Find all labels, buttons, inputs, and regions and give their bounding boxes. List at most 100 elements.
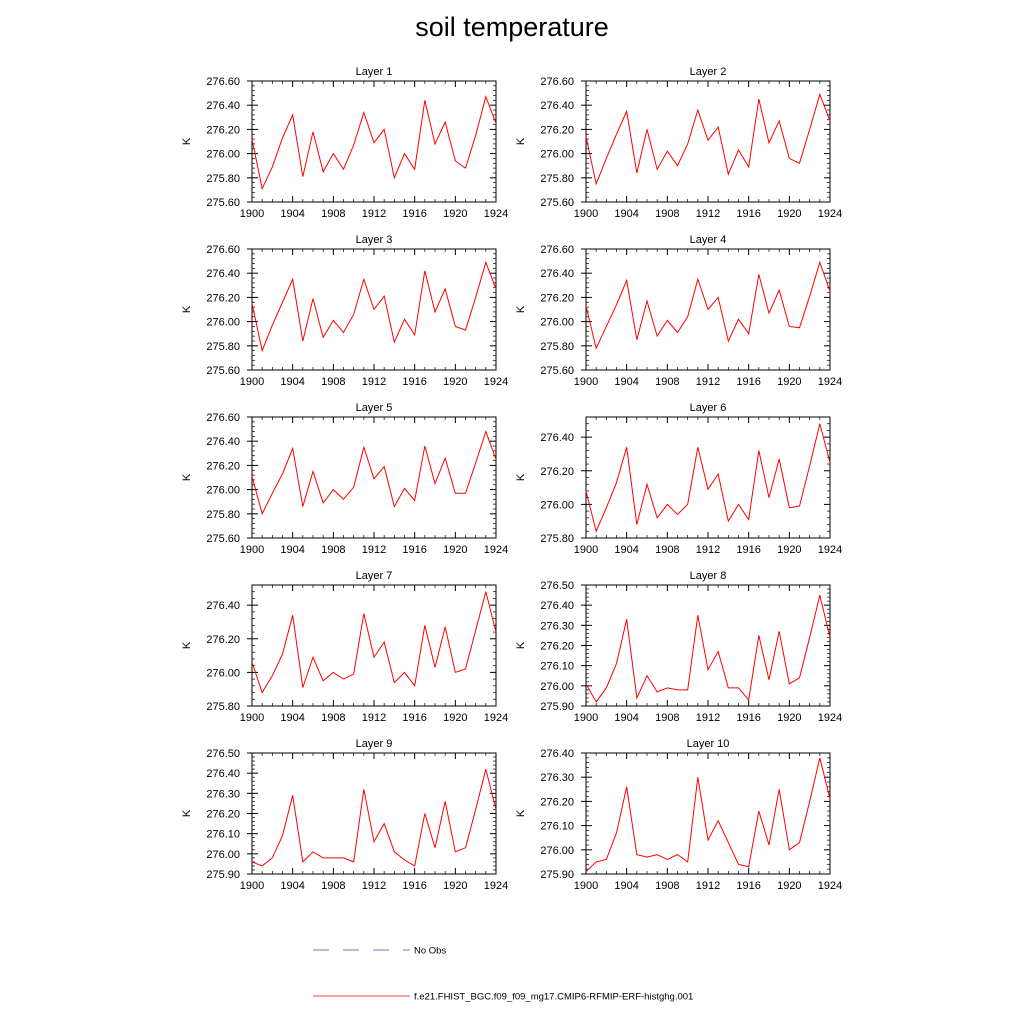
panel-title: Layer 6 [690,402,727,414]
y-tick-label: 276.00 [540,149,574,161]
x-tick-label: 1904 [614,880,638,892]
x-tick-label: 1900 [240,208,264,220]
y-tick-label: 276.40 [206,436,240,448]
panel-title: Layer 7 [356,570,393,582]
y-axis-label: K [181,137,193,145]
y-tick-label: 276.60 [206,76,240,88]
plot-frame [585,584,831,707]
y-tick-label: 276.20 [540,292,574,304]
x-tick-label: 1904 [614,376,638,388]
panel-3: Layer 3 1900 1904 1908 1912 1916 1920 1924 275.6… [181,234,508,388]
y-tick-label: 276.00 [206,849,240,861]
x-tick-label: 1900 [574,208,598,220]
x-tick-label: 1920 [777,880,801,892]
series-line [585,594,831,703]
y-axis-label: K [515,473,527,481]
x-tick-label: 1920 [443,712,467,724]
x-tick-label: 1900 [240,544,264,556]
x-tick-label: 1904 [280,544,304,556]
x-tick-label: 1912 [696,544,720,556]
x-tick-label: 1924 [818,208,842,220]
panel-2: Layer 2 1900 1904 1908 1912 1916 1920 1924 275.6… [515,66,842,220]
y-tick-label: 276.20 [206,460,240,472]
y-tick-label: 276.20 [206,809,240,821]
x-tick-label: 1908 [655,712,679,724]
x-tick-label: 1920 [777,712,801,724]
x-tick-label: 1900 [574,712,598,724]
y-tick-label: 276.00 [540,845,574,857]
series-line [251,769,497,867]
x-tick-label: 1916 [402,712,426,724]
y-tick-label: 276.00 [206,485,240,497]
x-tick-label: 1912 [362,712,386,724]
y-tick-label: 276.60 [540,76,574,88]
y-tick-label: 275.60 [540,197,574,209]
x-tick-label: 1916 [736,208,760,220]
x-tick-label: 1924 [818,880,842,892]
y-tick-label: 276.20 [206,634,240,646]
x-tick-label: 1908 [655,880,679,892]
legend-label-1: No Obs [414,946,446,957]
y-tick-label: 276.60 [206,244,240,256]
x-tick-label: 1904 [280,880,304,892]
x-tick-label: 1904 [280,208,304,220]
x-tick-label: 1900 [574,544,598,556]
x-tick-label: 1900 [240,880,264,892]
panel-9: Layer 9 1900 1904 1908 1912 1916 1920 1924 275.9… [181,738,508,892]
x-tick-label: 1908 [321,376,345,388]
y-tick-label: 275.90 [206,869,240,881]
x-tick-label: 1912 [696,712,720,724]
x-tick-label: 1900 [240,712,264,724]
legend: No Obs f.e21.FHIST_BGC.f09_f09_mg17.CMIP6… [313,946,693,1003]
x-tick-label: 1920 [443,208,467,220]
y-axis-label: K [515,641,527,649]
y-tick-label: 275.80 [206,173,240,185]
y-tick-label: 275.60 [540,365,574,377]
x-tick-label: 1920 [443,376,467,388]
x-tick-label: 1908 [321,208,345,220]
x-tick-label: 1908 [321,880,345,892]
y-tick-label: 276.30 [206,788,240,800]
x-tick-label: 1916 [736,376,760,388]
y-tick-label: 275.60 [206,197,240,209]
x-tick-label: 1908 [321,544,345,556]
x-tick-label: 1920 [443,544,467,556]
panel-title: Layer 3 [356,234,393,246]
x-tick-label: 1912 [362,880,386,892]
x-tick-label: 1916 [736,712,760,724]
y-tick-label: 276.10 [540,821,574,833]
x-tick-label: 1904 [280,712,304,724]
x-tick-label: 1912 [696,376,720,388]
y-tick-label: 275.80 [540,341,574,353]
panel-title: Layer 8 [690,570,727,582]
y-tick-label: 275.80 [206,509,240,521]
y-axis-label: K [515,137,527,145]
panel-7: Layer 7 1900 1904 1908 1912 1916 1920 1924 275.8… [181,570,508,724]
y-tick-label: 275.80 [206,701,240,713]
figure-title: soil temperature [415,12,609,42]
panel-4: Layer 4 1900 1904 1908 1912 1916 1920 1924 275.6… [515,234,842,388]
y-tick-label: 276.00 [540,317,574,329]
x-tick-label: 1916 [736,544,760,556]
x-tick-label: 1912 [362,208,386,220]
x-tick-label: 1916 [402,376,426,388]
y-tick-label: 276.40 [540,600,574,612]
y-tick-label: 276.50 [540,580,574,592]
series-line [585,423,831,533]
y-tick-label: 276.40 [540,100,574,112]
y-tick-label: 276.40 [540,432,574,444]
x-tick-label: 1904 [280,376,304,388]
x-tick-label: 1904 [614,208,638,220]
x-tick-label: 1908 [655,208,679,220]
x-tick-label: 1908 [321,712,345,724]
x-tick-label: 1916 [402,880,426,892]
panel-title: Layer 9 [356,738,393,750]
y-tick-label: 276.30 [540,772,574,784]
y-tick-label: 276.20 [540,796,574,808]
x-tick-label: 1920 [777,208,801,220]
legend-label-2: f.e21.FHIST_BGC.f09_f09_mg17.CMIP6-RFMIP… [414,992,693,1003]
y-tick-label: 276.60 [540,244,574,256]
y-tick-label: 275.60 [206,365,240,377]
series-line [585,260,831,350]
